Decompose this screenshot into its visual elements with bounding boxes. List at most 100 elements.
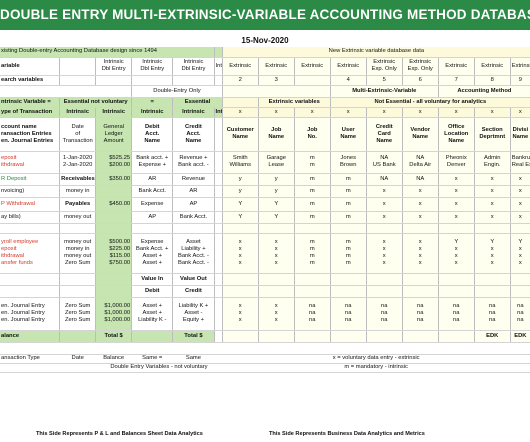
table-cell: Section Deprtmnt — [474, 117, 511, 152]
table-cell: x — [402, 211, 439, 224]
table-cell: ntrinsic Variable = — [0, 97, 61, 108]
table-cell: R Deposit — [0, 173, 61, 186]
table-row: ntrinsic Variable = Essential not volunta… — [0, 97, 530, 108]
table-cell — [294, 330, 331, 343]
report-date: 15-Nov-2020 — [241, 36, 289, 45]
table-cell: xisting Double-entry Accounting Database… — [0, 47, 215, 58]
table-cell: na na na — [294, 297, 331, 331]
table-cell: m — [330, 185, 367, 198]
table-cell: Smith Williams — [222, 151, 259, 174]
table-cell — [214, 330, 223, 343]
table-cell: Extrinsic — [438, 57, 475, 76]
table-row: ccount name ransaction Entries en. Journal… — [0, 117, 530, 152]
table-cell: m — [294, 173, 331, 186]
table-cell: earch variables — [0, 75, 61, 86]
table-cell: na na na — [438, 297, 475, 331]
table-cell — [294, 223, 331, 234]
table-cell — [59, 285, 97, 298]
table-cell — [214, 197, 223, 212]
table-cell — [131, 330, 174, 343]
table-cell — [214, 117, 223, 152]
table-cell: AP — [131, 211, 174, 224]
table-cell — [214, 285, 223, 298]
table-cell — [258, 285, 295, 298]
table-cell: x — [294, 107, 331, 118]
table-cell: x — [510, 107, 530, 118]
table-cell — [214, 75, 223, 86]
table-cell — [438, 223, 475, 234]
table-row: Double Entry Variables - not voluntary m … — [0, 363, 530, 373]
table-cell — [438, 285, 475, 298]
table-cell: Date of Transaction — [59, 117, 97, 152]
table-cell: x — [474, 185, 511, 198]
table-cell: Intrinsic Dbl Entry — [95, 57, 133, 76]
table-cell — [330, 285, 367, 298]
table-cell: General Ledger Amount — [95, 117, 133, 152]
table-row — [0, 223, 530, 234]
table-row: nvoicing) money in Bank Acct. AR y y m m x x x x x — [0, 185, 530, 198]
table-cell: Intrinsic Dbl Entry — [172, 57, 215, 76]
table-cell: Extrinsic — [510, 57, 530, 76]
table-cell: 1-Jan-2020 2-Jan-2020 — [59, 151, 97, 174]
table-cell: Vendor Name — [402, 117, 439, 152]
table-cell — [366, 285, 403, 298]
table-cell — [172, 223, 215, 234]
table-cell: Multi-Extrinsic-Variable — [330, 85, 439, 98]
table-cell: Bank Acct. — [172, 211, 215, 224]
table-cell: 4 — [330, 75, 367, 86]
table-cell: Bank Acct. — [131, 185, 174, 198]
table-cell: Total $ — [95, 330, 133, 343]
table-cell: P Withdrawal — [0, 197, 61, 212]
table-cell: Extrinsic — [258, 57, 295, 76]
table-cell — [0, 342, 530, 355]
table-cell — [59, 57, 97, 76]
table-row: ariable Intrinsic Dbl Entry Intrinsic Dbl En… — [0, 57, 530, 76]
table-cell: 8 — [474, 75, 511, 86]
table-cell: Receivables — [59, 173, 97, 186]
table-row: yroll employee eposit ithdrawal ansfer fund… — [0, 233, 530, 274]
table-cell: NA — [402, 173, 439, 186]
table-cell: ansaction Type — [0, 354, 60, 364]
table-cell: Asset + Asset + Liability K - — [131, 297, 174, 331]
table-cell: 7 — [438, 75, 475, 86]
table-cell: Payables — [59, 197, 97, 212]
table-cell: x — [474, 197, 511, 212]
table-cell — [222, 85, 331, 98]
table-cell — [474, 285, 511, 298]
table-cell — [366, 330, 403, 343]
table-cell: Pheonix Denver — [438, 151, 475, 174]
table-cell: Garage Lease — [258, 151, 295, 174]
table-cell: Extrinsic — [474, 57, 511, 76]
table-cell: x — [510, 185, 530, 198]
table-cell — [0, 85, 133, 98]
table-cell: x — [510, 197, 530, 212]
table-cell: Y — [222, 211, 259, 224]
table-cell: x — [366, 107, 403, 118]
table-row: en. Journal Entry en. Journal Entry en. Jo… — [0, 297, 530, 331]
table-cell — [366, 273, 403, 286]
table-cell: $350.00 — [95, 173, 133, 186]
table-cell: Office Location Name — [438, 117, 475, 152]
table-cell: Zero Sum Zero Sum Zero Sum — [59, 297, 97, 331]
table-cell: Bank acct. + Expense + — [131, 151, 174, 174]
table-cell — [294, 285, 331, 298]
table-row: alance Total $ Total $ EDK EDK — [0, 330, 530, 343]
table-cell: ariable — [0, 57, 61, 76]
accounting-database-table: xisting Double-entry Accounting Database… — [0, 47, 530, 373]
footer-left-caption: This Side Represents P & L and Balances … — [36, 431, 203, 437]
table-cell: y — [258, 185, 295, 198]
table-row: xisting Double-entry Accounting Database… — [0, 47, 530, 58]
table-cell — [222, 223, 259, 234]
table-cell — [214, 211, 223, 224]
table-cell: Intrinsic — [131, 107, 174, 118]
table-cell — [95, 211, 133, 224]
table-cell: m — [294, 185, 331, 198]
table-row: eposit ithdrawal 1-Jan-2020 2-Jan-2020 $525.… — [0, 151, 530, 174]
table-cell — [214, 354, 223, 364]
